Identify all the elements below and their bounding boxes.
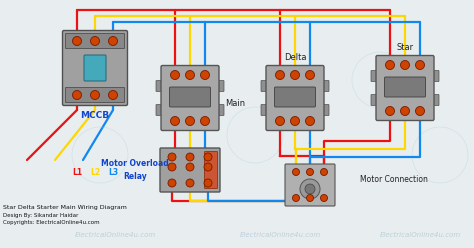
FancyBboxPatch shape xyxy=(322,81,329,92)
Circle shape xyxy=(307,168,313,176)
Circle shape xyxy=(204,153,212,161)
Circle shape xyxy=(201,117,210,125)
FancyBboxPatch shape xyxy=(322,104,329,116)
Text: ElectricalOnline4u.com: ElectricalOnline4u.com xyxy=(239,232,320,238)
FancyBboxPatch shape xyxy=(217,81,224,92)
Text: Design By: Sikandar Haidar: Design By: Sikandar Haidar xyxy=(3,213,78,218)
Circle shape xyxy=(401,106,410,116)
FancyBboxPatch shape xyxy=(432,94,439,105)
FancyBboxPatch shape xyxy=(156,104,163,116)
Circle shape xyxy=(291,117,300,125)
Text: Main: Main xyxy=(226,98,246,107)
FancyBboxPatch shape xyxy=(65,33,125,49)
FancyBboxPatch shape xyxy=(274,87,316,107)
FancyBboxPatch shape xyxy=(170,87,210,107)
FancyBboxPatch shape xyxy=(161,65,219,130)
FancyBboxPatch shape xyxy=(285,164,335,206)
FancyBboxPatch shape xyxy=(266,65,324,130)
FancyBboxPatch shape xyxy=(65,88,125,102)
Circle shape xyxy=(186,179,194,187)
Circle shape xyxy=(91,91,100,99)
Text: L1: L1 xyxy=(72,168,82,177)
Circle shape xyxy=(204,179,212,187)
Circle shape xyxy=(171,117,180,125)
Text: MCCB: MCCB xyxy=(81,111,109,120)
FancyBboxPatch shape xyxy=(376,56,434,121)
Text: Delta: Delta xyxy=(284,53,306,62)
FancyBboxPatch shape xyxy=(204,152,218,188)
Circle shape xyxy=(401,61,410,69)
Circle shape xyxy=(300,179,320,199)
FancyBboxPatch shape xyxy=(371,94,378,105)
Circle shape xyxy=(320,168,328,176)
Circle shape xyxy=(416,61,425,69)
Circle shape xyxy=(292,168,300,176)
FancyBboxPatch shape xyxy=(63,31,128,105)
Circle shape xyxy=(305,184,315,194)
Circle shape xyxy=(186,153,194,161)
Circle shape xyxy=(186,163,194,171)
Circle shape xyxy=(109,36,118,45)
FancyBboxPatch shape xyxy=(84,55,106,81)
Text: Star: Star xyxy=(396,43,413,52)
Circle shape xyxy=(320,194,328,201)
Text: L3: L3 xyxy=(108,168,118,177)
Circle shape xyxy=(109,91,118,99)
Circle shape xyxy=(385,61,394,69)
FancyBboxPatch shape xyxy=(217,104,224,116)
Text: Motor Connection: Motor Connection xyxy=(360,176,428,185)
Text: Star Delta Starter Main Wiring Diagram: Star Delta Starter Main Wiring Diagram xyxy=(3,205,127,210)
Circle shape xyxy=(73,36,82,45)
Circle shape xyxy=(168,163,176,171)
Circle shape xyxy=(204,163,212,171)
Circle shape xyxy=(275,117,284,125)
Text: ElectricalOnline4u.com: ElectricalOnline4u.com xyxy=(379,232,461,238)
Text: ElectricalOnline4u.com: ElectricalOnline4u.com xyxy=(74,232,155,238)
Circle shape xyxy=(185,70,194,80)
Circle shape xyxy=(73,91,82,99)
FancyBboxPatch shape xyxy=(160,148,220,192)
Circle shape xyxy=(306,70,315,80)
Circle shape xyxy=(168,153,176,161)
FancyBboxPatch shape xyxy=(384,77,426,97)
Circle shape xyxy=(385,106,394,116)
FancyBboxPatch shape xyxy=(261,104,268,116)
Circle shape xyxy=(275,70,284,80)
Circle shape xyxy=(168,179,176,187)
FancyBboxPatch shape xyxy=(432,70,439,82)
FancyBboxPatch shape xyxy=(371,70,378,82)
Circle shape xyxy=(307,194,313,201)
Text: Copyrights: ElectricalOnline4u.com: Copyrights: ElectricalOnline4u.com xyxy=(3,220,100,225)
Circle shape xyxy=(185,117,194,125)
Text: Motor Overload
Relay: Motor Overload Relay xyxy=(101,159,169,181)
Text: L2: L2 xyxy=(90,168,100,177)
Circle shape xyxy=(416,106,425,116)
FancyBboxPatch shape xyxy=(156,81,163,92)
Circle shape xyxy=(201,70,210,80)
Circle shape xyxy=(91,36,100,45)
Circle shape xyxy=(292,194,300,201)
Circle shape xyxy=(171,70,180,80)
Circle shape xyxy=(306,117,315,125)
Circle shape xyxy=(291,70,300,80)
FancyBboxPatch shape xyxy=(261,81,268,92)
